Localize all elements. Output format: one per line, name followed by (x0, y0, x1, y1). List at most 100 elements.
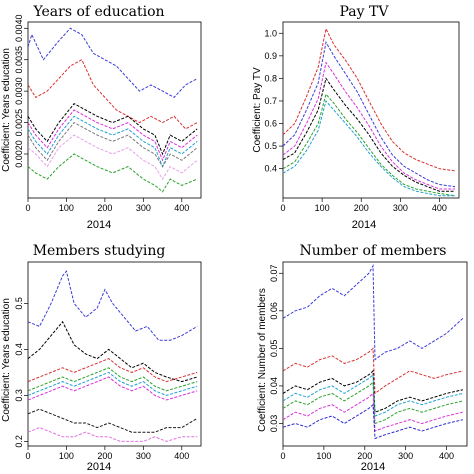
panel-title: Pay TV (340, 4, 390, 20)
series-line-5 (27, 371, 198, 396)
panel-members-studying: Members studying Coefficient: Years educ… (1, 243, 202, 473)
y-tick-label: 0.07 (269, 264, 279, 282)
series-lines (282, 263, 464, 440)
y-tick-label: 0.7 (264, 96, 277, 106)
series-line-6 (27, 376, 198, 401)
series-lines (27, 270, 198, 442)
series-line-1 (282, 27, 456, 172)
x-tick-label: 200 (97, 451, 112, 461)
series-line-4 (27, 109, 198, 162)
y-tick-label: 0.04 (269, 377, 279, 395)
y-tick-label: 1.0 (264, 28, 277, 38)
x-tick-label: 100 (59, 203, 74, 213)
x-axis-label: 2014 (87, 461, 111, 473)
series-line-7 (27, 408, 198, 433)
series-lines (282, 27, 456, 197)
x-tick-label: 100 (316, 451, 331, 461)
x-axis-label: 2014 (361, 461, 385, 473)
panel-title: Members studying (33, 243, 166, 259)
series-line-4 (27, 367, 198, 392)
y-axis-label: Coefficient: Number of members (257, 288, 268, 432)
y-ticks: 0.2 0.3 0.4 0.5 (14, 297, 28, 448)
series-line-5 (282, 381, 464, 425)
x-tick-label: 300 (393, 203, 408, 213)
y-tick-label: 0.2 (14, 435, 24, 448)
series-line-7 (282, 403, 464, 440)
x-tick-label: 400 (432, 203, 447, 213)
x-axis-label: 2014 (87, 219, 111, 231)
series-line-2 (282, 347, 464, 395)
y-tick-label: 0.5 (264, 141, 277, 151)
plot-frame (282, 261, 468, 447)
series-line-1 (27, 27, 198, 99)
y-tick-label: 0.4 (264, 164, 277, 174)
panel-pay-tv: Pay TV Coefficient: Pay TV 2014 0 100 200 3… (252, 4, 460, 231)
y-axis-label: Coefficient: Years education (1, 298, 12, 422)
x-ticks: 0 100 200 300 400 (25, 198, 189, 213)
series-line-6 (27, 121, 198, 168)
x-tick-label: 200 (357, 451, 372, 461)
x-tick-label: 0 (25, 451, 30, 461)
series-line-8 (27, 153, 198, 193)
y-tick-label: 0.0030 (14, 77, 24, 105)
series-line-3 (282, 77, 456, 192)
x-axis-label: 2014 (352, 219, 376, 231)
series-line-3 (27, 358, 198, 383)
series-line-2 (282, 40, 456, 188)
x-ticks: 0 100 200 300 400 (25, 446, 189, 461)
y-ticks: 0.0020 0.0025 0.0030 0.0035 0.0040 (14, 15, 28, 168)
x-tick-label: 200 (354, 203, 369, 213)
x-tick-label: 100 (315, 203, 330, 213)
y-tick-label: 0.4 (14, 343, 24, 356)
series-line-1 (27, 270, 198, 341)
x-ticks: 0 100 200 300 400 (280, 446, 454, 461)
series-line-4 (282, 93, 456, 197)
x-tick-label: 100 (59, 451, 74, 461)
y-tick-label: 0.8 (264, 73, 277, 83)
y-tick-label: 0.3 (14, 389, 24, 402)
series-line-4 (282, 373, 464, 417)
y-tick-label: 0.0020 (14, 140, 24, 168)
plot-frame (27, 261, 202, 447)
series-line-5 (282, 99, 456, 197)
y-axis-label: Coefficient: Years education (1, 48, 12, 172)
y-tick-label: 0.0025 (14, 109, 24, 137)
x-tick-label: 0 (280, 451, 285, 461)
x-tick-label: 200 (97, 203, 112, 213)
series-line-6 (282, 61, 456, 190)
series-line-2 (27, 59, 198, 130)
y-tick-label: 0.0040 (14, 15, 24, 43)
y-tick-label: 0.9 (264, 51, 277, 61)
y-tick-label: 0.0035 (14, 46, 24, 74)
y-tick-label: 0.06 (269, 302, 279, 320)
series-line-1 (282, 263, 464, 361)
series-line-3 (282, 369, 464, 413)
series-line-2 (27, 320, 198, 383)
series-line-7 (27, 134, 198, 181)
series-line-3 (27, 103, 198, 156)
x-tick-label: 300 (136, 451, 151, 461)
plot-frame (27, 21, 202, 199)
series-lines (27, 27, 198, 193)
y-axis-label: Coefficient: Pay TV (252, 67, 263, 153)
x-tick-label: 400 (439, 451, 454, 461)
y-ticks: 0.03 0.04 0.05 0.06 0.07 (269, 264, 283, 432)
plot-frame (282, 21, 460, 199)
x-tick-label: 300 (398, 451, 413, 461)
panel-title: Number of members (300, 243, 447, 259)
y-ticks: 0.4 0.5 0.6 0.7 0.8 0.9 1.0 (264, 28, 283, 174)
y-tick-label: 0.6 (264, 119, 277, 129)
y-tick-label: 0.05 (269, 340, 279, 358)
x-tick-label: 300 (136, 203, 151, 213)
x-tick-label: 0 (25, 203, 30, 213)
panel-number-of-members: Number of members Coefficient: Number of… (257, 243, 468, 473)
x-tick-label: 0 (280, 203, 285, 213)
y-tick-label: 0.03 (269, 415, 279, 433)
series-line-5 (27, 115, 198, 168)
panel-years-of-education: Years of education Coefficient: Years ed… (1, 4, 202, 231)
panel-title: Years of education (32, 4, 164, 20)
x-ticks: 0 100 200 300 400 (280, 198, 447, 213)
x-tick-label: 400 (174, 203, 189, 213)
y-tick-label: 0.5 (14, 297, 24, 310)
